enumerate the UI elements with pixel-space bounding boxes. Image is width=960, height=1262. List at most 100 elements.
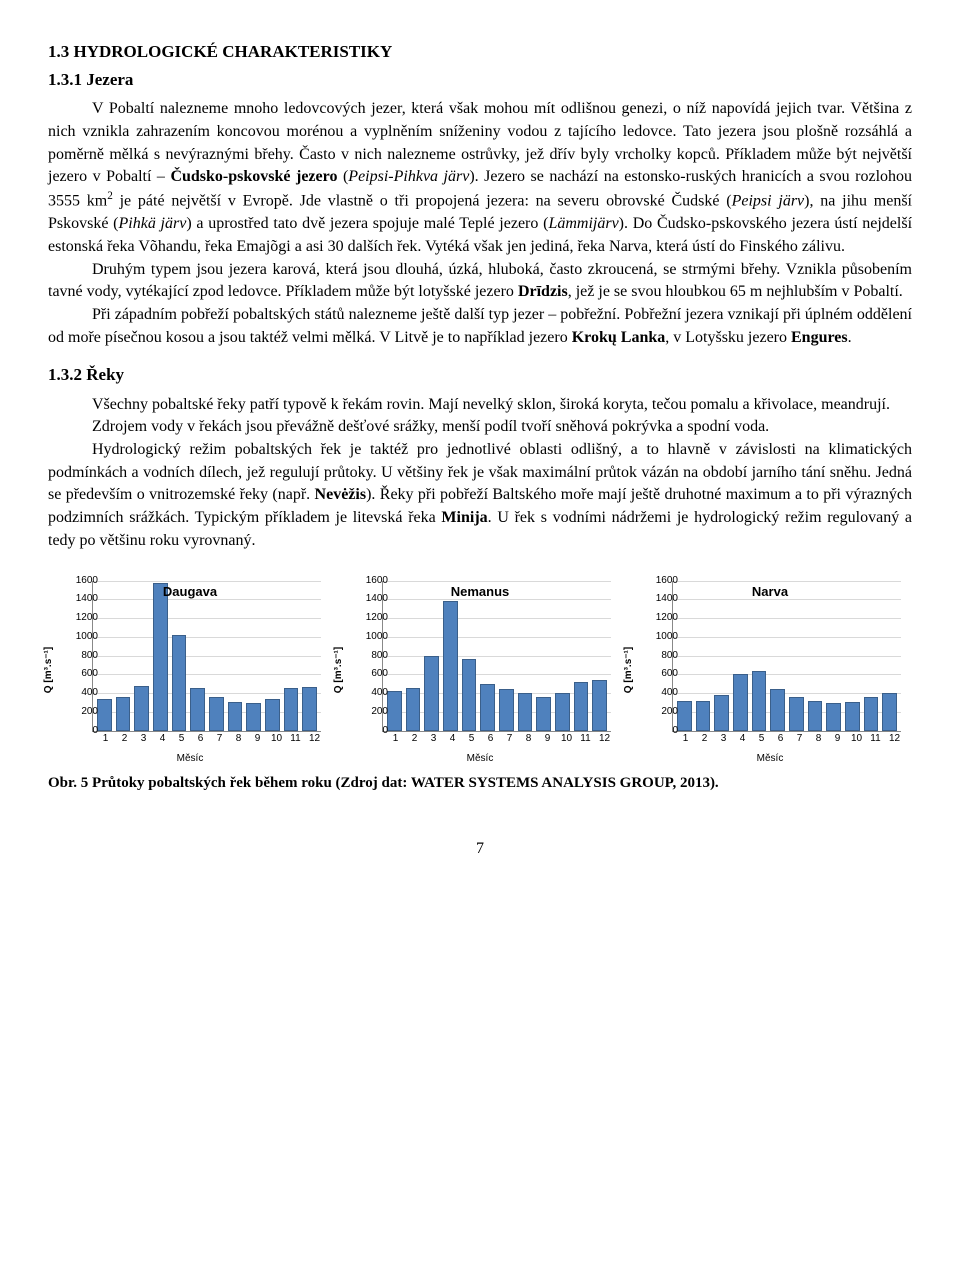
bars	[673, 581, 901, 731]
bar	[845, 702, 860, 731]
paragraph-4: Všechny pobaltské řeky patří typově k ře…	[48, 394, 912, 417]
x-tick: 1	[386, 732, 405, 746]
x-tick: 11	[576, 732, 595, 746]
y-tick: 1600	[644, 574, 678, 588]
page-number: 7	[48, 838, 912, 861]
bar	[882, 693, 897, 731]
x-axis-label: Měsíc	[50, 752, 330, 766]
bars	[93, 581, 321, 731]
x-tick: 3	[424, 732, 443, 746]
bar	[228, 702, 243, 731]
x-tick: 2	[695, 732, 714, 746]
y-tick: 1400	[64, 592, 98, 606]
y-tick: 800	[644, 649, 678, 663]
x-tick: 12	[885, 732, 904, 746]
y-tick: 0	[644, 724, 678, 738]
x-tick: 12	[305, 732, 324, 746]
bar	[770, 689, 785, 730]
bar	[153, 583, 168, 731]
x-tick: 9	[828, 732, 847, 746]
bar	[789, 697, 804, 731]
bar	[406, 688, 421, 731]
bar	[284, 688, 299, 731]
y-tick: 0	[64, 724, 98, 738]
bar	[499, 689, 514, 730]
x-tick: 8	[519, 732, 538, 746]
y-tick: 1200	[644, 611, 678, 625]
bar	[116, 697, 131, 731]
y-tick: 200	[354, 705, 388, 719]
y-tick: 1400	[354, 592, 388, 606]
x-tick: 1	[676, 732, 695, 746]
y-tick: 0	[354, 724, 388, 738]
y-tick: 400	[354, 686, 388, 700]
bar	[246, 703, 261, 731]
y-tick: 400	[64, 686, 98, 700]
bar	[714, 695, 729, 731]
y-tick: 600	[644, 667, 678, 681]
x-tick: 4	[153, 732, 172, 746]
subsection-heading-jezera: 1.3.1 Jezera	[48, 68, 912, 92]
x-tick: 10	[847, 732, 866, 746]
bar	[752, 671, 767, 731]
paragraph-5: Zdrojem vody v řekách jsou převážně dešť…	[48, 416, 912, 439]
y-tick: 400	[644, 686, 678, 700]
x-tick: 3	[714, 732, 733, 746]
bar	[826, 703, 841, 731]
x-tick: 6	[771, 732, 790, 746]
y-tick: 1400	[644, 592, 678, 606]
bar	[134, 686, 149, 731]
chart-narva: Q [m³.s⁻¹] Narva 123456789101112 Měsíc 0…	[630, 575, 910, 765]
bar	[536, 697, 551, 731]
plot-area	[92, 581, 321, 732]
bar	[387, 691, 402, 730]
paragraph-1: V Pobaltí nalezneme mnoho ledovcových je…	[48, 98, 912, 258]
y-tick: 800	[64, 649, 98, 663]
x-tick: 6	[191, 732, 210, 746]
x-axis-label: Měsíc	[340, 752, 620, 766]
bar	[808, 701, 823, 731]
bar	[209, 697, 224, 731]
bar	[172, 635, 187, 731]
x-ticks: 123456789101112	[92, 732, 328, 746]
plot-area	[382, 581, 611, 732]
figure-caption: Obr. 5 Průtoky pobaltských řek během rok…	[48, 773, 912, 794]
y-tick: 1600	[64, 574, 98, 588]
x-tick: 7	[500, 732, 519, 746]
bar	[677, 701, 692, 731]
bar	[518, 693, 533, 731]
x-tick: 8	[809, 732, 828, 746]
x-tick: 10	[267, 732, 286, 746]
x-tick: 11	[866, 732, 885, 746]
x-tick: 9	[248, 732, 267, 746]
bar	[864, 697, 879, 731]
y-tick: 1600	[354, 574, 388, 588]
bar	[443, 601, 458, 730]
y-axis-label: Q [m³.s⁻¹]	[622, 646, 636, 692]
paragraph-3: Při západním pobřeží pobaltských států n…	[48, 304, 912, 349]
y-axis-label: Q [m³.s⁻¹]	[42, 646, 56, 692]
y-tick: 600	[64, 667, 98, 681]
bar	[480, 684, 495, 731]
bar	[574, 682, 589, 731]
bar	[424, 656, 439, 731]
x-tick: 3	[134, 732, 153, 746]
y-tick: 1200	[354, 611, 388, 625]
y-tick: 1000	[354, 630, 388, 644]
paragraph-2: Druhým typem jsou jezera karová, která j…	[48, 259, 912, 304]
y-tick: 200	[644, 705, 678, 719]
x-tick: 12	[595, 732, 614, 746]
x-axis-label: Měsíc	[630, 752, 910, 766]
x-tick: 1	[96, 732, 115, 746]
x-tick: 9	[538, 732, 557, 746]
x-tick: 4	[443, 732, 462, 746]
charts-row: Q [m³.s⁻¹] Daugava 123456789101112 Měsíc…	[48, 575, 912, 765]
subsection-heading-reky: 1.3.2 Řeky	[48, 363, 912, 387]
x-tick: 5	[172, 732, 191, 746]
bar	[696, 701, 711, 731]
plot-area	[672, 581, 901, 732]
x-tick: 5	[752, 732, 771, 746]
x-tick: 10	[557, 732, 576, 746]
chart-daugava: Q [m³.s⁻¹] Daugava 123456789101112 Měsíc…	[50, 575, 330, 765]
x-tick: 5	[462, 732, 481, 746]
